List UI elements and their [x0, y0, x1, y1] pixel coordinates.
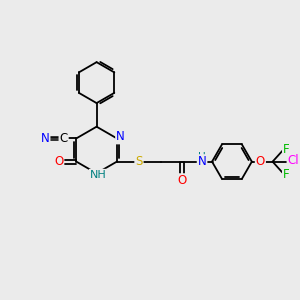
Text: S: S — [135, 155, 142, 168]
Text: F: F — [283, 168, 290, 181]
Text: N: N — [198, 155, 206, 168]
Text: NH: NH — [90, 170, 106, 180]
Text: N: N — [41, 132, 50, 145]
Text: C: C — [59, 132, 68, 145]
Text: Cl: Cl — [287, 154, 299, 167]
Text: H: H — [198, 152, 206, 162]
Text: F: F — [283, 142, 290, 156]
Text: N: N — [116, 130, 125, 143]
Text: O: O — [256, 155, 265, 168]
Text: O: O — [177, 174, 186, 187]
Text: O: O — [54, 155, 63, 168]
